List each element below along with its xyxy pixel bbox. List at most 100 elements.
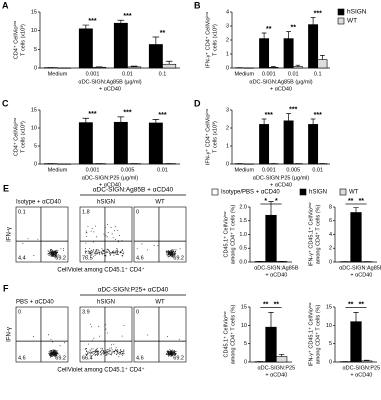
- event-dot: [101, 247, 103, 249]
- event-dot: [85, 353, 87, 355]
- bar: [283, 38, 294, 69]
- event-dot: [107, 232, 109, 234]
- event-dot: [50, 354, 52, 356]
- y-axis-label: IFN-γ: [7, 327, 13, 342]
- significance: **: [359, 198, 365, 205]
- error-bar: [82, 117, 90, 123]
- event-dot: [109, 252, 111, 253]
- error-bar: [165, 60, 173, 65]
- event-dot: [106, 351, 108, 353]
- event-dot: [94, 350, 96, 351]
- y-tick-label: 10: [241, 323, 247, 329]
- event-dot: [168, 350, 170, 352]
- error-bar: [268, 312, 274, 328]
- event-dot: [102, 351, 104, 353]
- x-axis-label: αDC-SIGN:P25: [342, 365, 380, 371]
- event-dot: [173, 353, 175, 355]
- event-dot: [51, 353, 53, 355]
- y-tick-label: 0: [329, 259, 332, 265]
- event-dot: [47, 253, 49, 255]
- event-dot: [170, 354, 172, 356]
- event-dot: [116, 249, 118, 251]
- event-dot: [55, 354, 57, 356]
- event-dot: [166, 353, 168, 354]
- event-dot: [85, 235, 87, 237]
- legend-swatch: [337, 17, 345, 25]
- event-dot: [89, 351, 91, 353]
- event-dot: [53, 251, 55, 253]
- event-dot: [91, 250, 93, 251]
- event-dot: [170, 252, 171, 254]
- event-dot: [173, 350, 175, 352]
- event-dot: [172, 253, 174, 255]
- y-axis-label: among CD4⁺ T cells (%): [314, 305, 321, 365]
- legend-swatch: [337, 8, 345, 16]
- event-dot: [98, 325, 100, 327]
- y-tick-label: 0.5: [239, 246, 247, 252]
- event-dot: [60, 248, 62, 250]
- quadrant-value: 69.2: [173, 255, 184, 261]
- x-tick-label: 0.1: [159, 71, 167, 77]
- event-dot: [121, 335, 123, 337]
- event-dot: [166, 254, 168, 256]
- event-dot: [50, 352, 52, 354]
- event-dot: [95, 349, 97, 351]
- event-dot: [95, 253, 97, 255]
- event-dot: [59, 345, 61, 347]
- event-dot: [95, 249, 97, 251]
- x-axis-label: + αCD40: [270, 86, 292, 92]
- event-dot: [85, 348, 87, 350]
- event-dot: [107, 349, 109, 350]
- event-dot: [94, 351, 95, 353]
- event-dot: [97, 249, 99, 251]
- x-tick-label: Medium: [234, 71, 254, 77]
- event-dot: [91, 348, 92, 350]
- event-dot: [123, 350, 125, 352]
- event-dot: [49, 353, 51, 355]
- event-dot: [84, 248, 86, 250]
- event-dot: [167, 251, 168, 252]
- event-dot: [116, 248, 118, 250]
- event-dot: [92, 241, 94, 243]
- event-dot: [171, 256, 172, 258]
- event-dot: [97, 354, 99, 355]
- event-dot: [157, 245, 159, 247]
- quadrant-value: 1.8: [82, 209, 90, 215]
- y-axis-label: among CD4⁺ T cells (%): [314, 205, 321, 265]
- event-dot: [105, 235, 107, 237]
- event-dot: [48, 255, 50, 257]
- legend-label: Isotype/PBS + αCD40: [221, 190, 280, 196]
- event-dot: [112, 250, 114, 252]
- event-dot: [90, 250, 92, 251]
- event-dot: [96, 352, 98, 354]
- event-dot: [174, 355, 175, 357]
- y-tick-label: 0: [226, 161, 229, 167]
- event-dot: [55, 255, 57, 257]
- x-tick-label: 0.01: [288, 71, 299, 77]
- event-dot: [55, 250, 57, 252]
- y-axis-label: among CD4⁺ T cells (%): [229, 305, 236, 365]
- event-dot: [167, 250, 169, 251]
- panel-label: A: [2, 0, 9, 10]
- event-dot: [123, 349, 125, 351]
- legend-label: hSIGN: [309, 190, 327, 196]
- event-dot: [175, 354, 177, 356]
- event-dot: [95, 252, 96, 254]
- event-dot: [103, 352, 105, 354]
- event-dot: [122, 352, 124, 354]
- event-dot: [107, 248, 108, 250]
- bar: [113, 22, 128, 69]
- event-dot: [120, 353, 122, 355]
- error-bar: [268, 201, 274, 216]
- x-axis-label: + αCD40: [99, 182, 121, 188]
- legend-swatch: [211, 188, 219, 196]
- panel-label: D: [194, 98, 201, 108]
- x-axis-label: αDC-SIGN:P25 (μg/ml): [253, 175, 310, 181]
- event-dot: [94, 352, 95, 354]
- event-dot: [51, 249, 53, 251]
- event-dot: [100, 251, 102, 253]
- event-dot: [48, 334, 50, 336]
- event-dot: [168, 355, 170, 357]
- event-dot: [56, 254, 58, 256]
- event-dot: [107, 353, 109, 355]
